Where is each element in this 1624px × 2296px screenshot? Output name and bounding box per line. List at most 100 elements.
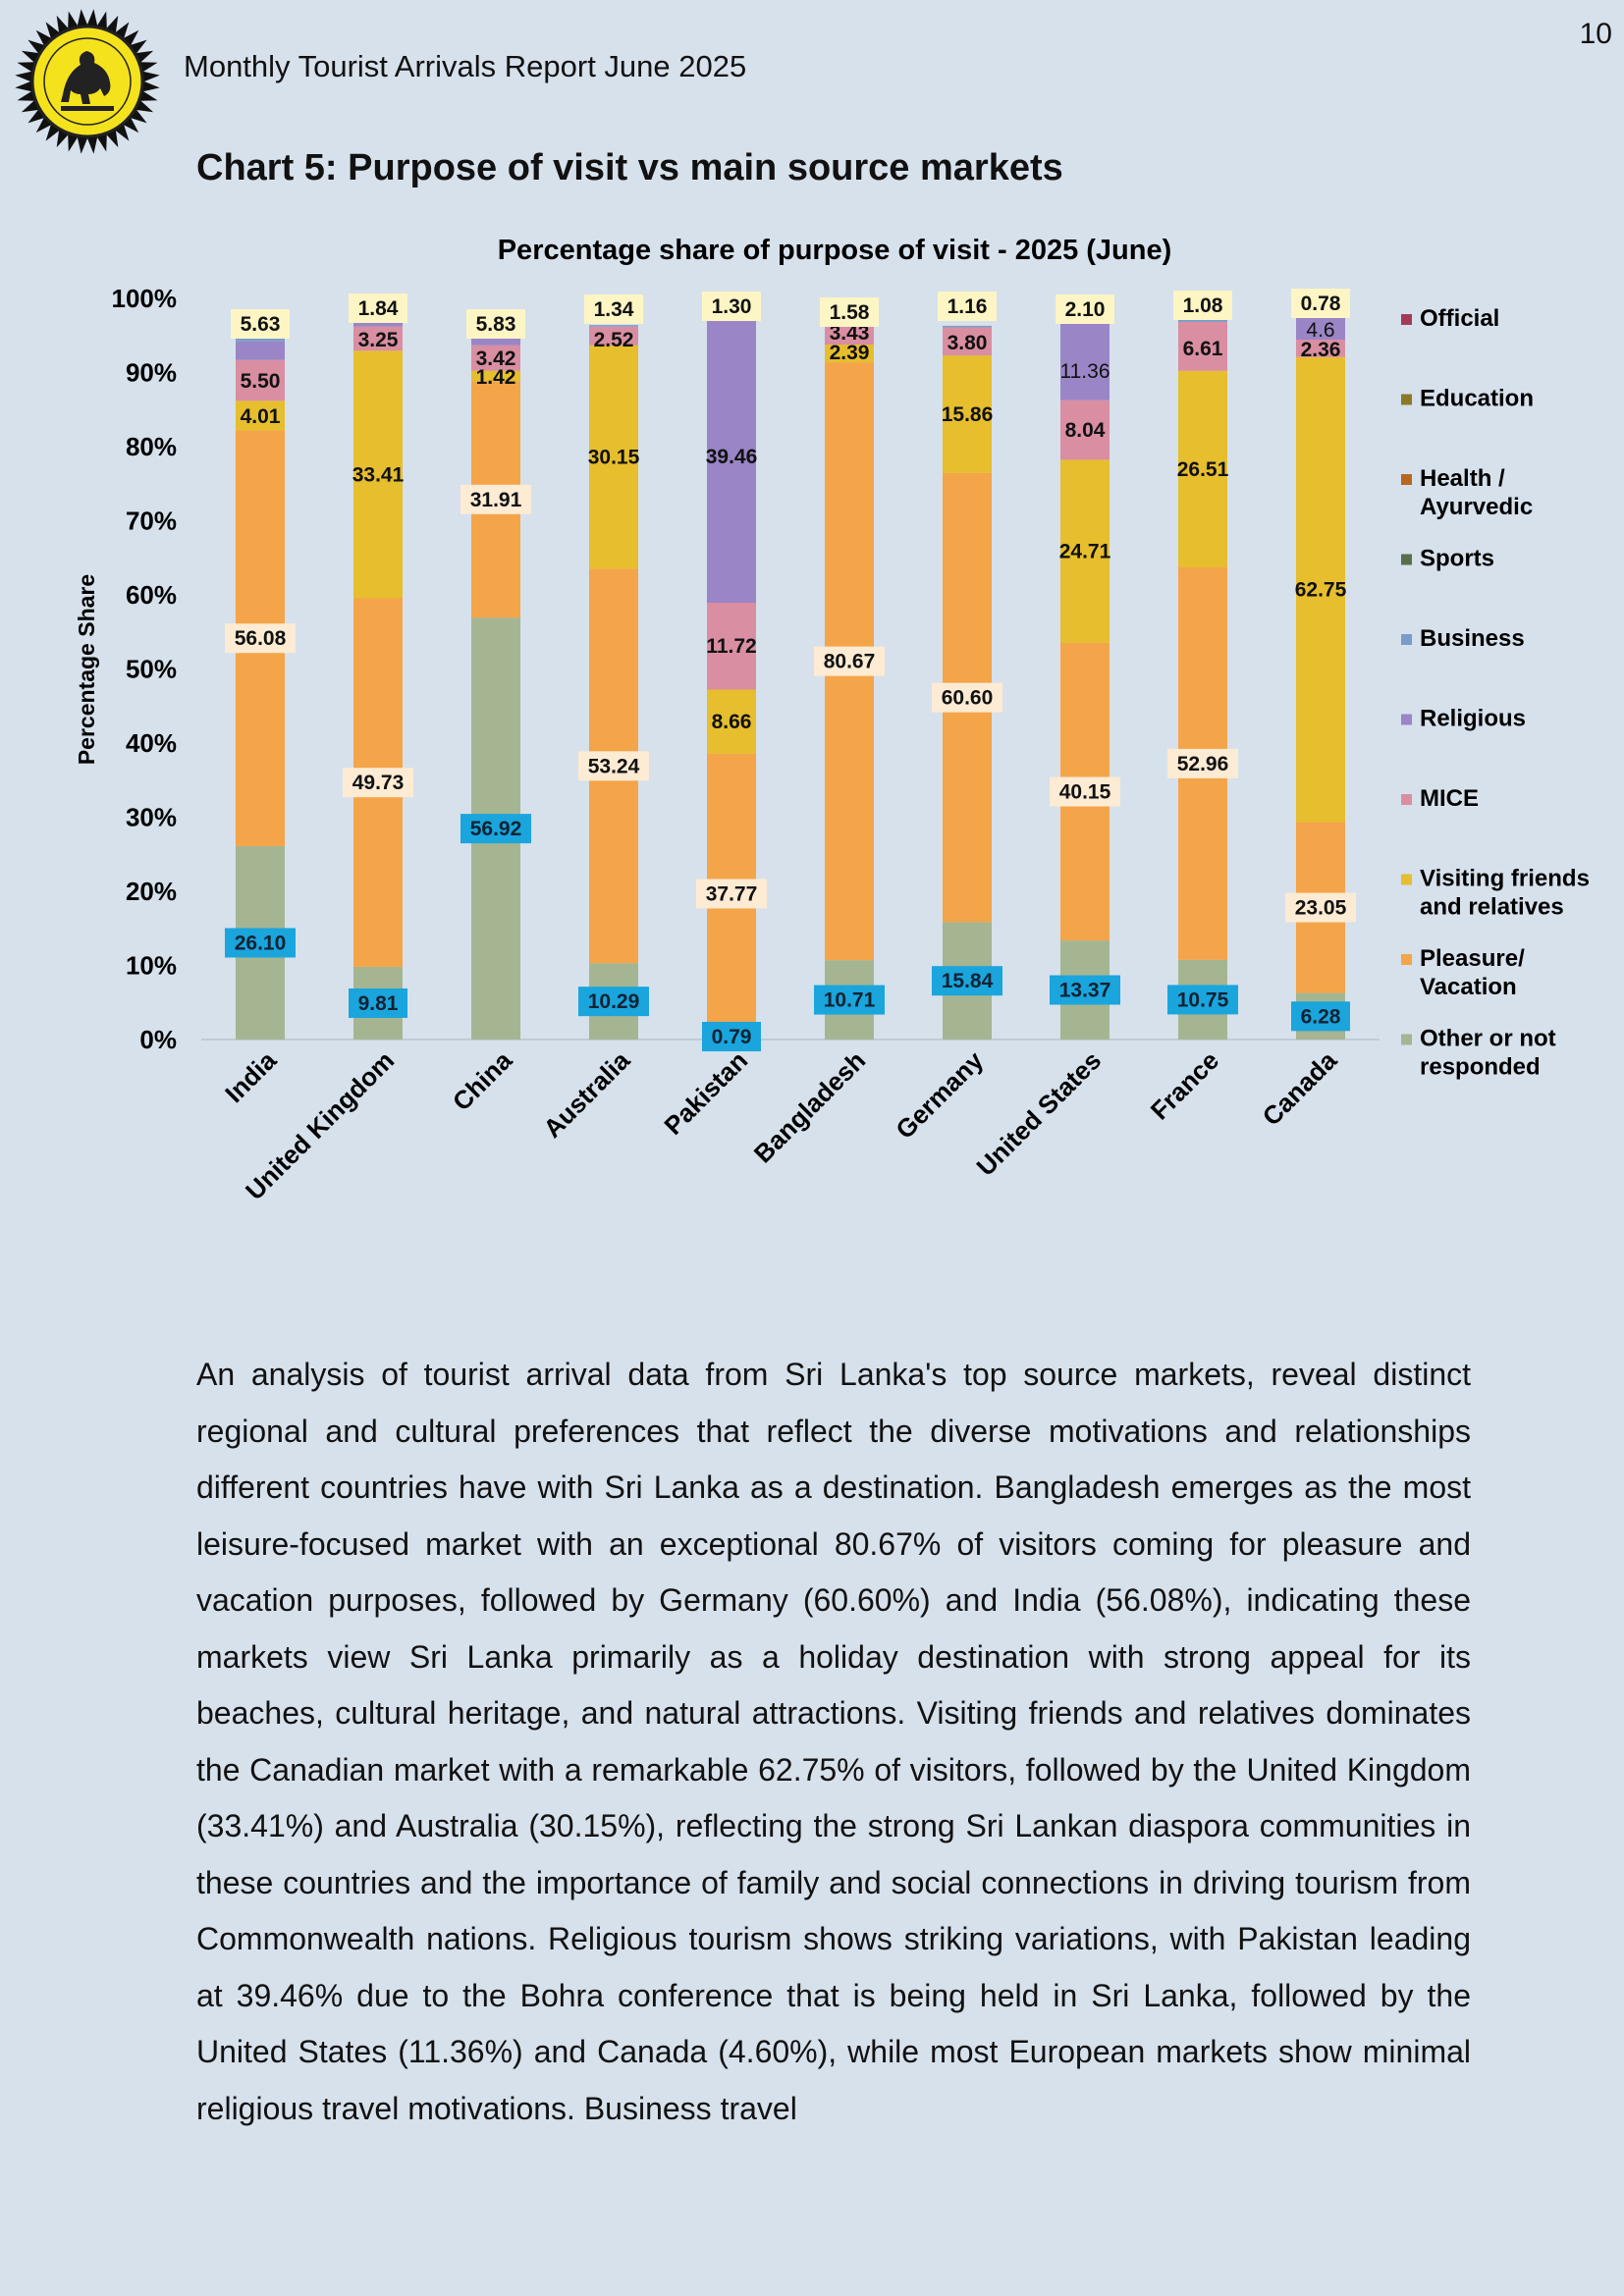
data-label-box [702,292,761,321]
legend-swatch [1401,394,1412,405]
legend-swatch [1401,554,1412,565]
x-tick-label: Canada [1257,1045,1343,1132]
legend-label: Other or not [1420,1026,1556,1052]
y-tick-label: 50% [126,655,177,684]
bar-segment [1178,318,1227,322]
bar-segment [1060,315,1110,400]
bar-segment [1060,459,1110,643]
data-label: 1.84 [358,297,399,320]
data-label: 15.84 [942,970,994,992]
data-label: 62.75 [1295,579,1347,602]
data-label: 1.16 [947,295,988,318]
x-tick-label: Australia [537,1045,635,1144]
data-label: 5.83 [476,313,516,336]
data-label: 4.01 [241,405,281,428]
y-tick-label: 90% [126,358,177,388]
analysis-paragraph: An analysis of tourist arrival data from… [196,1357,1471,2126]
data-label-box [584,294,643,324]
tourism-authority-logo [15,9,160,154]
data-label: 10.29 [588,990,640,1013]
data-label: 8.04 [1065,419,1106,442]
data-label-box [231,309,290,339]
bar-segment [1296,339,1345,357]
legend-swatch [1401,634,1412,645]
x-tick-label: China [447,1045,518,1117]
data-label: 53.24 [588,755,640,777]
legend-swatch [1401,954,1412,965]
legend-label: Official [1420,305,1499,332]
bar-segment [1060,400,1110,460]
data-label: 3.80 [947,332,988,354]
data-label-box [349,294,407,323]
data-label-box [1050,776,1120,807]
y-tick-label: 20% [126,877,177,906]
legend-swatch [1401,874,1412,885]
bar-segment [353,322,403,327]
data-label-box [938,292,997,321]
data-label: 2.36 [1301,339,1341,361]
legend-swatch [1401,794,1412,805]
x-tick-label: Pakistan [658,1045,753,1141]
y-tick-label: 30% [126,803,177,832]
data-label-box [466,309,525,339]
data-label-box [814,646,885,676]
data-label: 52.96 [1177,753,1229,775]
bar-segment [943,325,992,328]
y-tick-label: 80% [126,432,177,461]
data-label: 56.92 [470,818,522,840]
bar-segment [353,350,403,599]
data-label: 4.6 [1306,319,1334,342]
data-label: 49.73 [352,772,405,794]
bar-segment [1178,370,1227,567]
data-label-box [1050,975,1120,1005]
bar-segment [589,325,638,327]
x-tick-label: United States [971,1045,1108,1182]
bar-segment [707,689,756,754]
bar-segment [943,355,992,473]
data-label-box [578,987,649,1017]
data-label-box [702,1022,761,1052]
x-tick-label: Germany [890,1045,989,1145]
legend-label: Ayurvedic [1420,494,1533,520]
data-label-box [578,751,649,781]
bars [236,305,1345,1040]
purpose-of-visit-chart: Percentage share of purpose of visit - 2… [74,235,1590,1205]
data-label: 2.39 [830,342,870,364]
data-label-box [932,682,1002,713]
data-label: 26.51 [1177,458,1229,481]
bar-segment [825,345,874,363]
data-label: 39.46 [706,446,758,468]
chart-title: Percentage share of purpose of visit - 2… [498,235,1172,266]
data-label-box [225,928,296,958]
data-label: 1.42 [476,366,516,389]
y-tick-label: 100% [112,284,178,313]
bar-segment [236,341,285,360]
data-label: 80.67 [824,651,876,673]
data-label: 24.71 [1059,541,1111,563]
data-label-box [1167,985,1238,1015]
legend-label: Sports [1420,546,1494,572]
data-label: 11.36 [1060,360,1110,383]
data-label-box [460,484,531,514]
data-label-box [349,988,407,1018]
data-label: 3.42 [476,347,516,370]
data-label: 1.08 [1183,294,1223,317]
data-label-box [343,768,413,798]
data-label-box [814,985,885,1015]
data-label: 13.37 [1059,980,1111,1002]
y-axis-label: Percentage Share [74,574,99,765]
data-label: 11.72 [706,635,756,658]
data-label-box [460,814,531,844]
data-label: 5.50 [241,370,281,393]
x-tick-label: Bangladesh [748,1045,871,1168]
data-label-box [1291,1001,1350,1032]
data-label: 1.58 [830,301,870,324]
data-label: 33.41 [352,463,405,486]
data-label: 3.43 [830,322,870,345]
data-label: 30.15 [588,447,640,469]
legend-label: Education [1420,386,1534,412]
data-label: 26.10 [235,932,287,954]
data-label-box [820,297,879,327]
bar-segment [1296,356,1345,823]
legend: Official Education Health /Ayurvedic Sports… [1401,305,1590,1081]
